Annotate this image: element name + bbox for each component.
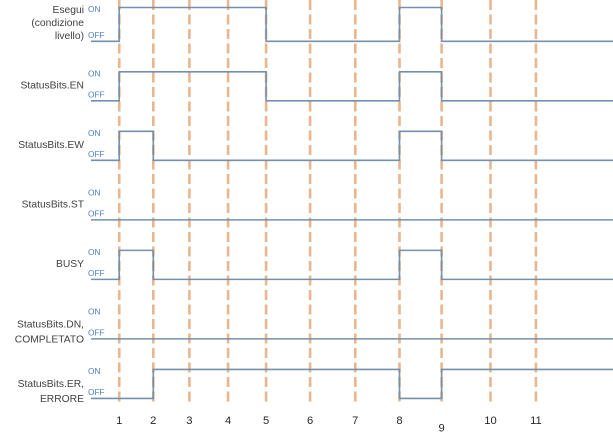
svg-text:(condizione: (condizione	[31, 18, 84, 29]
svg-text:7: 7	[352, 415, 358, 427]
svg-text:9: 9	[438, 423, 444, 435]
svg-text:StatusBits.ST: StatusBits.ST	[22, 199, 85, 210]
svg-text:OFF: OFF	[88, 387, 105, 397]
svg-text:Esegui: Esegui	[53, 5, 84, 16]
svg-text:4: 4	[225, 415, 231, 427]
svg-text:ERRORE: ERRORE	[40, 394, 84, 405]
svg-text:StatusBits.DN,: StatusBits.DN,	[17, 320, 84, 331]
svg-text:StatusBits.EN: StatusBits.EN	[20, 80, 84, 91]
svg-text:ON: ON	[88, 366, 100, 376]
svg-text:OFF: OFF	[88, 268, 105, 278]
svg-text:OFF: OFF	[88, 328, 105, 338]
svg-text:1: 1	[116, 415, 122, 427]
svg-text:OFF: OFF	[88, 90, 105, 100]
svg-text:5: 5	[263, 415, 269, 427]
svg-text:OFF: OFF	[88, 149, 105, 159]
svg-text:8: 8	[396, 415, 402, 427]
svg-text:ON: ON	[88, 187, 100, 197]
svg-text:OFF: OFF	[88, 30, 105, 40]
svg-text:ON: ON	[88, 128, 100, 138]
svg-text:StatusBits.EW: StatusBits.EW	[18, 140, 84, 151]
svg-text:BUSY: BUSY	[56, 259, 84, 270]
svg-text:OFF: OFF	[88, 209, 105, 219]
svg-text:StatusBits.ER,: StatusBits.ER,	[18, 379, 84, 390]
svg-text:6: 6	[307, 415, 313, 427]
svg-text:10: 10	[484, 415, 496, 427]
svg-text:ON: ON	[88, 247, 100, 257]
svg-text:2: 2	[150, 415, 156, 427]
svg-text:ON: ON	[88, 306, 100, 316]
svg-text:3: 3	[186, 415, 192, 427]
svg-text:ON: ON	[88, 68, 100, 78]
svg-text:livello): livello)	[55, 31, 84, 42]
svg-text:COMPLETATO: COMPLETATO	[15, 334, 84, 345]
svg-text:11: 11	[530, 415, 542, 427]
svg-text:ON: ON	[88, 4, 100, 14]
